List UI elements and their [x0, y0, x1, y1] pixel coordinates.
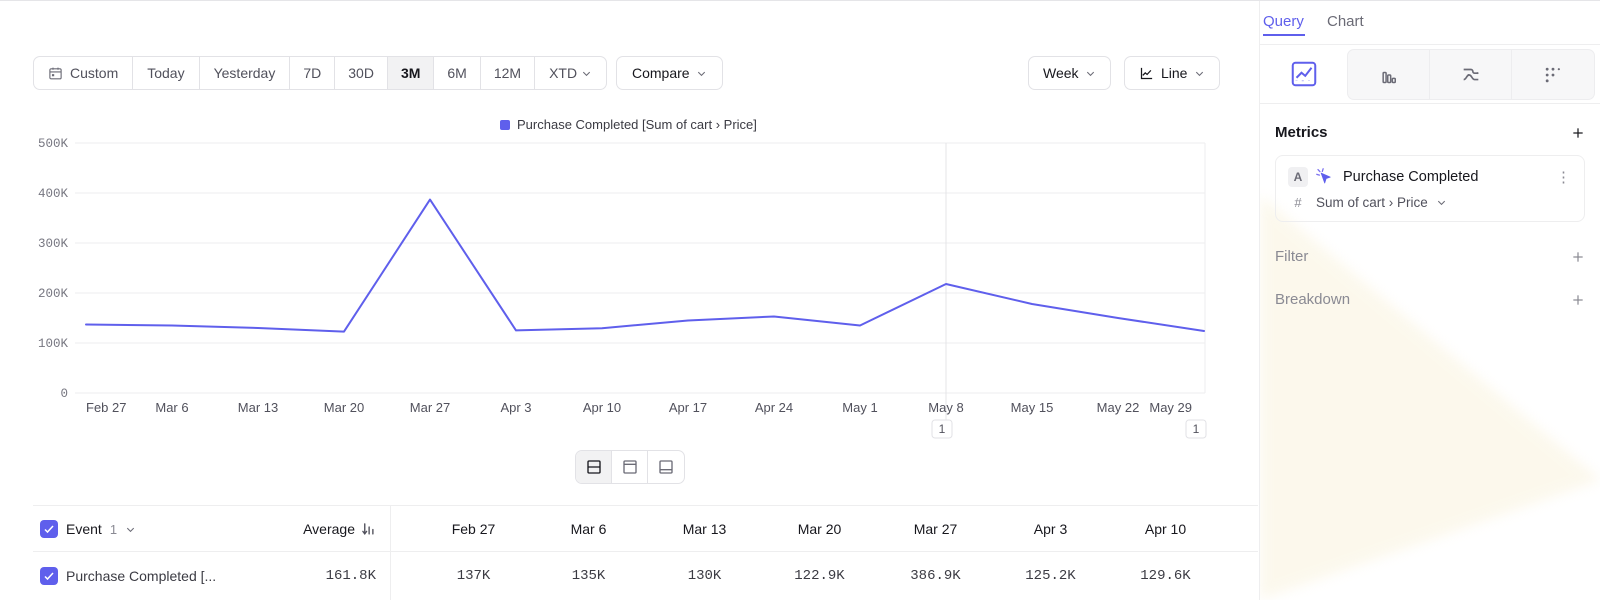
svg-text:Mar 13: Mar 13	[238, 400, 278, 415]
svg-text:Apr 3: Apr 3	[500, 400, 531, 415]
svg-text:300K: 300K	[38, 237, 69, 251]
svg-text:1: 1	[1193, 422, 1200, 436]
svg-text:Mar 20: Mar 20	[324, 400, 364, 415]
svg-text:500K: 500K	[38, 137, 69, 151]
svg-text:May 8: May 8	[928, 400, 963, 415]
svg-text:100K: 100K	[38, 337, 69, 351]
svg-text:Mar 6: Mar 6	[155, 400, 188, 415]
svg-text:Feb 27: Feb 27	[86, 400, 126, 415]
svg-text:Apr 10: Apr 10	[583, 400, 621, 415]
svg-text:200K: 200K	[38, 287, 69, 301]
svg-text:May 15: May 15	[1011, 400, 1054, 415]
svg-text:May 29: May 29	[1149, 400, 1192, 415]
svg-text:May 22: May 22	[1097, 400, 1140, 415]
svg-text:400K: 400K	[38, 187, 69, 201]
svg-text:1: 1	[939, 422, 946, 436]
svg-text:Apr 24: Apr 24	[755, 400, 793, 415]
svg-text:0: 0	[60, 387, 68, 401]
svg-text:May 1: May 1	[842, 400, 877, 415]
svg-text:Apr 17: Apr 17	[669, 400, 707, 415]
svg-text:Mar 27: Mar 27	[410, 400, 450, 415]
